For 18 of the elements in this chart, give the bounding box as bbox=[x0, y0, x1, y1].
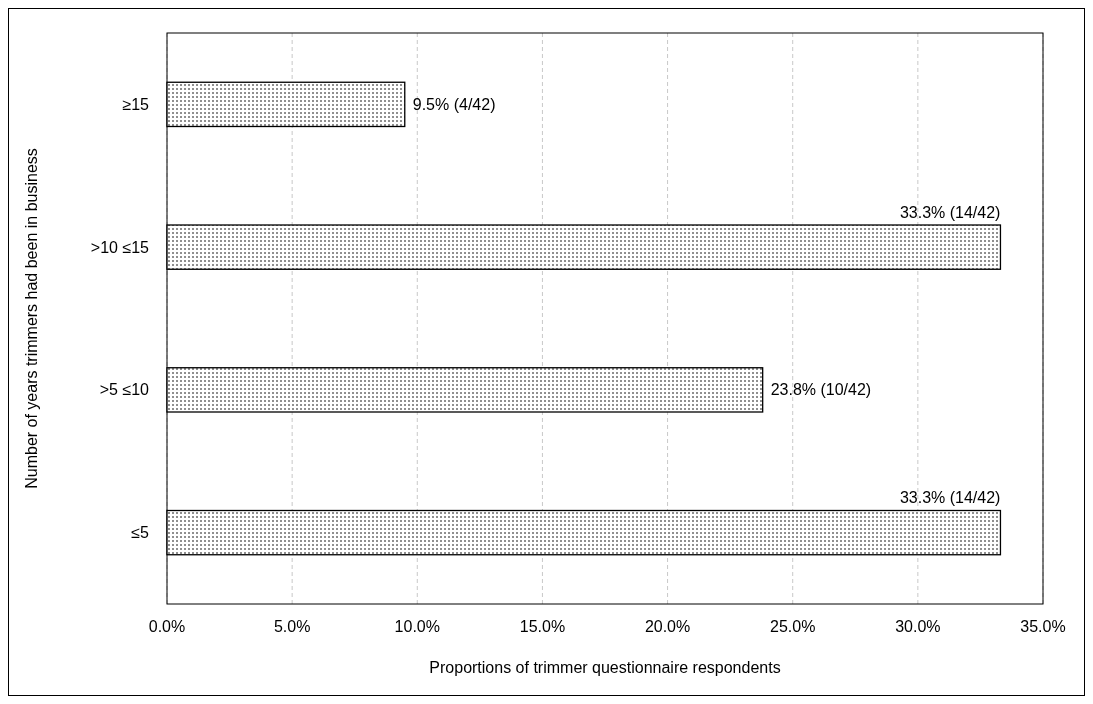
x-tick-label: 30.0% bbox=[895, 618, 941, 635]
x-axis-title: Proportions of trimmer questionnaire respondents bbox=[429, 659, 781, 676]
data-label: 33.3% (14/42) bbox=[899, 489, 1001, 507]
data-label: 9.5% (4/42) bbox=[412, 95, 496, 113]
y-tick-label: >10 ≤15 bbox=[90, 238, 150, 256]
x-tick-label: 15.0% bbox=[519, 618, 566, 635]
data-label: 23.8% (10/42) bbox=[770, 381, 872, 399]
data-label: 33.3% (14/42) bbox=[899, 204, 1001, 221]
x-tick-label: 0.0% bbox=[148, 618, 186, 635]
x-tick-label: 20.0% bbox=[644, 618, 691, 635]
x-tick-label: 25.0% bbox=[770, 618, 816, 635]
y-axis-title: Number of years trimmers had been in business bbox=[23, 148, 40, 489]
x-tick-label: 5.0% bbox=[273, 618, 311, 635]
x-tick-label: 35.0% bbox=[1020, 618, 1066, 635]
y-tick-label: ≤5 bbox=[131, 524, 150, 542]
x-tick-label: 10.0% bbox=[394, 618, 440, 635]
y-tick-label: ≥15 bbox=[122, 95, 150, 113]
y-tick-label: >5 ≤10 bbox=[99, 381, 150, 399]
